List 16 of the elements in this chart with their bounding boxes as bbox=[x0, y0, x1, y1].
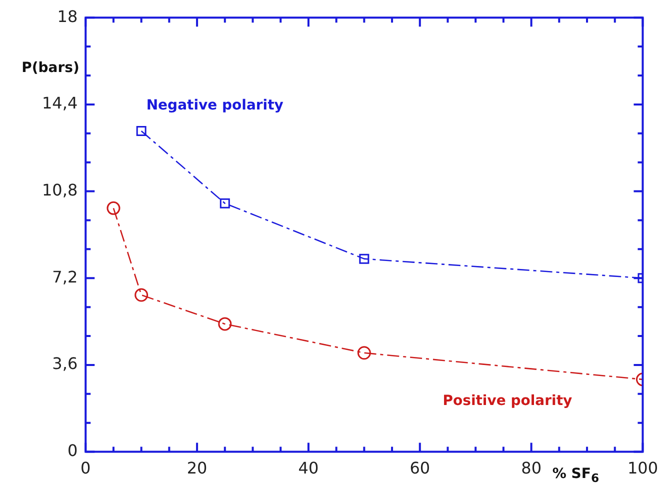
y-tick-label: 0 bbox=[67, 440, 78, 460]
y-tick-label: 18 bbox=[57, 6, 78, 26]
x-tick-label: 80 bbox=[521, 458, 542, 478]
series-label: Positive polarity bbox=[442, 393, 572, 410]
series-label: Negative polarity bbox=[146, 98, 284, 114]
x-tick-label: 40 bbox=[298, 458, 319, 478]
x-tick-label: 20 bbox=[186, 458, 208, 478]
y-tick-label: 7,2 bbox=[52, 267, 78, 286]
y-axis-title: P(bars) bbox=[22, 60, 80, 76]
x-axis-title: % SF$_{6}$ bbox=[552, 466, 600, 485]
y-tick-label: 10,8 bbox=[42, 180, 78, 200]
x-tick-label: 100 bbox=[627, 458, 658, 478]
y-tick-label: 14,4 bbox=[42, 94, 78, 113]
x-tick-label: 60 bbox=[410, 458, 430, 478]
x-tick-label: 0 bbox=[80, 458, 91, 478]
y-tick-label: 3,6 bbox=[52, 354, 78, 374]
